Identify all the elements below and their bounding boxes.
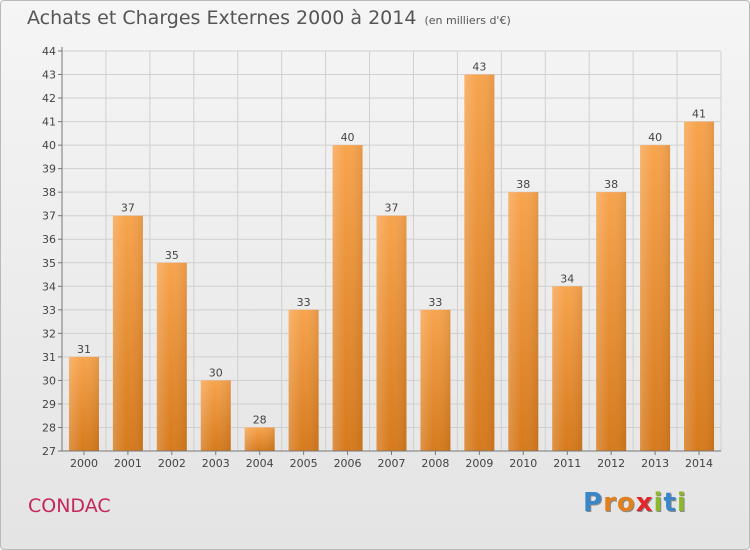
x-tick-label: 2003 <box>202 457 230 470</box>
y-tick-label: 43 <box>42 69 56 82</box>
data-label: 38 <box>516 178 530 191</box>
y-tick-label: 44 <box>42 45 56 58</box>
x-tick-label: 2006 <box>334 457 362 470</box>
data-label: 31 <box>77 343 91 356</box>
data-label: 35 <box>165 249 179 262</box>
x-tick-label: 2000 <box>70 457 98 470</box>
bar-shade <box>376 215 407 451</box>
bar-shade <box>288 309 319 451</box>
data-label: 40 <box>341 131 355 144</box>
y-tick-label: 27 <box>42 445 56 458</box>
y-tick-label: 28 <box>42 421 56 434</box>
data-label: 37 <box>385 202 399 215</box>
proxiti-logo: Proxiti <box>583 488 687 518</box>
data-label: 43 <box>472 61 486 74</box>
bar-shade <box>596 192 627 452</box>
y-tick-label: 32 <box>42 327 56 340</box>
y-tick-label: 30 <box>42 374 56 387</box>
bars-layer: 31 37 35 30 28 33 40 37 33 43 38 34 38 40 41 <box>68 61 715 452</box>
x-tick-label: 2007 <box>378 457 406 470</box>
bar-shade <box>68 356 99 451</box>
bar-shade <box>332 145 363 451</box>
bar-shade <box>420 309 451 451</box>
chart-title-block: Achats et Charges Externes 2000 à 2014 (e… <box>27 7 511 29</box>
x-tick-label: 2004 <box>246 457 274 470</box>
y-tick-label: 41 <box>42 116 56 129</box>
data-label: 41 <box>692 108 706 121</box>
commune-name: CONDAC <box>28 495 111 517</box>
data-label: 33 <box>297 296 311 309</box>
y-tick-label: 35 <box>42 257 56 270</box>
chart-title: Achats et Charges Externes 2000 à 2014 <box>27 7 417 29</box>
bar-shade <box>244 427 275 451</box>
data-label: 34 <box>560 272 574 285</box>
data-label: 37 <box>121 202 135 215</box>
bar-shade <box>640 145 671 451</box>
x-tick-label: 2010 <box>509 457 537 470</box>
y-tick-label: 31 <box>42 351 56 364</box>
bar-shade <box>552 286 583 451</box>
bar-shade <box>156 262 187 451</box>
x-tick-label: 2002 <box>158 457 186 470</box>
x-tick-label: 2008 <box>421 457 449 470</box>
data-label: 28 <box>253 413 267 426</box>
y-tick-label: 39 <box>42 163 56 176</box>
data-label: 33 <box>428 296 442 309</box>
bar-shade <box>200 380 231 451</box>
bar-shade <box>684 121 715 452</box>
bar-shade <box>464 74 495 451</box>
x-tick-label: 2012 <box>597 457 625 470</box>
data-label: 40 <box>648 131 662 144</box>
y-tick-label: 42 <box>42 92 56 105</box>
data-label: 30 <box>209 366 223 379</box>
bar-shade <box>112 215 143 451</box>
bar-shade <box>508 192 539 452</box>
y-tick-label: 40 <box>42 139 56 152</box>
y-tick-label: 29 <box>42 398 56 411</box>
y-tick-label: 37 <box>42 210 56 223</box>
y-tick-label: 33 <box>42 304 56 317</box>
x-tick-label: 2013 <box>641 457 669 470</box>
y-tick-label: 38 <box>42 186 56 199</box>
y-tick-label: 34 <box>42 280 56 293</box>
x-tick-label: 2005 <box>290 457 318 470</box>
axis-layer: 27 28 29 30 31 32 33 34 35 36 37 38 39 40 41 42 43 44 2000… <box>42 45 721 470</box>
x-tick-label: 2011 <box>553 457 581 470</box>
x-tick-label: 2001 <box>114 457 142 470</box>
y-tick-label: 36 <box>42 233 56 246</box>
x-tick-label: 2014 <box>685 457 713 470</box>
data-label: 38 <box>604 178 618 191</box>
chart-subtitle: (en milliers d'€) <box>424 14 511 27</box>
x-tick-label: 2009 <box>465 457 493 470</box>
